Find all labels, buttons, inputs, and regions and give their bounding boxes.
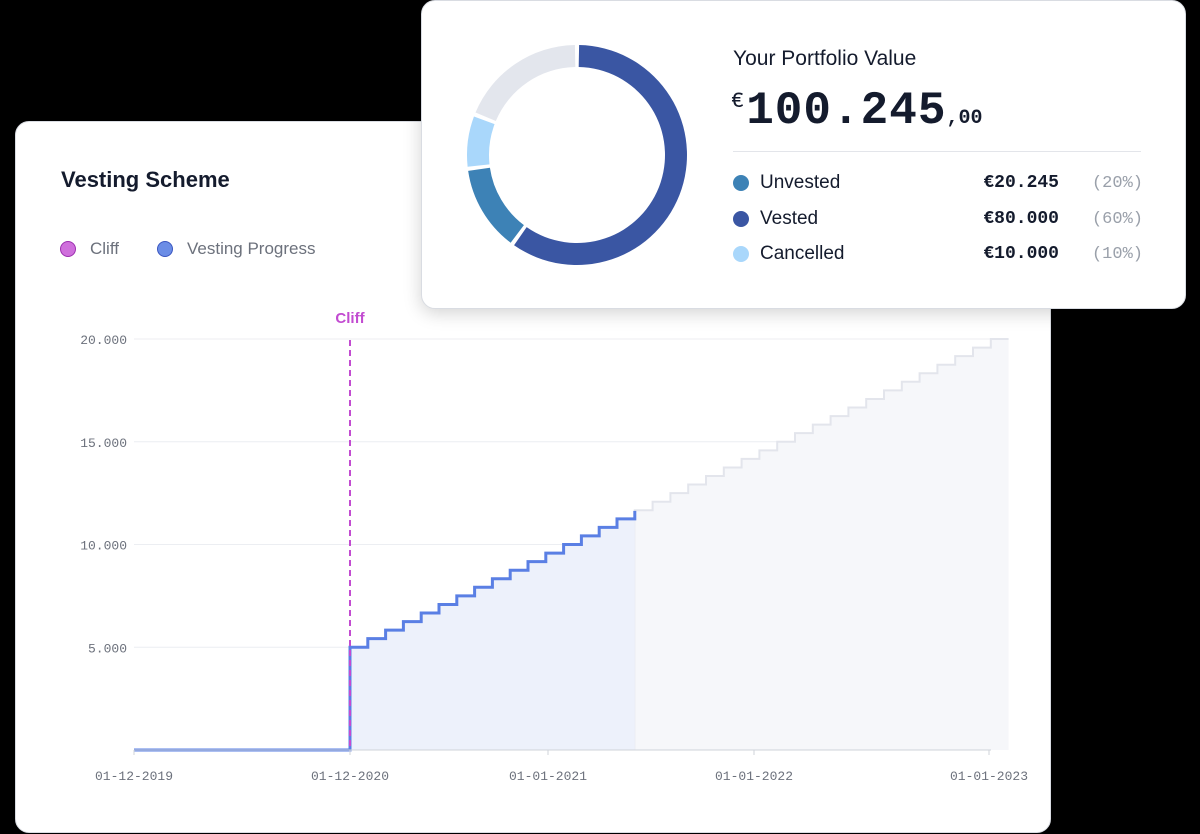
row-label: Vested bbox=[760, 208, 819, 229]
vesting-chart: 20.000 15.000 10.000 5.000 01-12-2019 01-12-2… bbox=[80, 310, 1028, 784]
row-percent: (10%) bbox=[1091, 244, 1143, 264]
portfolio-value-card: Your Portfolio Value €100.245,00 Unveste… bbox=[421, 0, 1186, 309]
row-amount: €80.000 bbox=[983, 209, 1059, 229]
portfolio-value-main: 100.245 bbox=[746, 85, 947, 137]
legend-item-vesting-progress[interactable]: Vesting Progress bbox=[156, 239, 316, 259]
x-tick-label: 01-01-2022 bbox=[715, 769, 793, 784]
projected-area bbox=[634, 339, 1009, 750]
row-label: Unvested bbox=[760, 172, 841, 193]
legend-item-cliff[interactable]: Cliff bbox=[60, 239, 119, 259]
vested-dot bbox=[733, 211, 749, 227]
portfolio-row-unvested: Unvested €20.245 (20%) bbox=[733, 170, 1143, 196]
cliff-legend-dot bbox=[60, 241, 76, 257]
currency-symbol: € bbox=[731, 89, 745, 114]
row-amount: €10.000 bbox=[983, 244, 1059, 264]
vesting-progress-line bbox=[134, 510, 637, 752]
row-amount: €20.245 bbox=[983, 173, 1059, 193]
portfolio-title: Your Portfolio Value bbox=[733, 47, 917, 70]
row-percent: (20%) bbox=[1091, 173, 1143, 193]
donut-slice-other bbox=[475, 45, 576, 122]
x-tick-label: 01-01-2023 bbox=[950, 769, 1028, 784]
vesting-progress-legend-dot bbox=[156, 241, 173, 257]
y-tick-label: 10.000 bbox=[80, 539, 127, 554]
divider bbox=[733, 151, 1141, 152]
cliff-marker-label: Cliff bbox=[335, 310, 365, 327]
y-tick-label: 20.000 bbox=[80, 333, 127, 348]
donut-slice-unvested bbox=[468, 167, 524, 243]
x-tick-label: 01-12-2020 bbox=[311, 769, 389, 784]
portfolio-row-vested: Vested €80.000 (60%) bbox=[733, 206, 1143, 232]
portfolio-row-cancelled: Cancelled €10.000 (10%) bbox=[733, 241, 1143, 267]
portfolio-value: €100.245,00 bbox=[731, 85, 982, 137]
donut-slice-cancelled bbox=[467, 116, 495, 167]
row-label: Cancelled bbox=[760, 243, 845, 264]
unvested-dot bbox=[733, 175, 749, 191]
portfolio-donut-chart bbox=[467, 45, 687, 266]
cancelled-dot bbox=[733, 246, 749, 262]
chart-legend: Cliff Vesting Progress bbox=[60, 239, 354, 259]
y-tick-label: 15.000 bbox=[80, 436, 127, 451]
x-tick-label: 01-12-2019 bbox=[95, 769, 173, 784]
legend-label-vesting-progress: Vesting Progress bbox=[186, 239, 316, 258]
vesting-title: Vesting Scheme bbox=[61, 167, 230, 192]
projected-line bbox=[633, 338, 1009, 519]
y-tick-label: 5.000 bbox=[88, 641, 127, 656]
legend-label-cliff: Cliff bbox=[90, 239, 119, 258]
portfolio-value-cents: ,00 bbox=[946, 107, 983, 130]
x-tick-label: 01-01-2021 bbox=[509, 769, 587, 784]
progress-area bbox=[350, 518, 635, 750]
donut-slice-vested bbox=[514, 45, 687, 266]
row-percent: (60%) bbox=[1091, 209, 1143, 229]
